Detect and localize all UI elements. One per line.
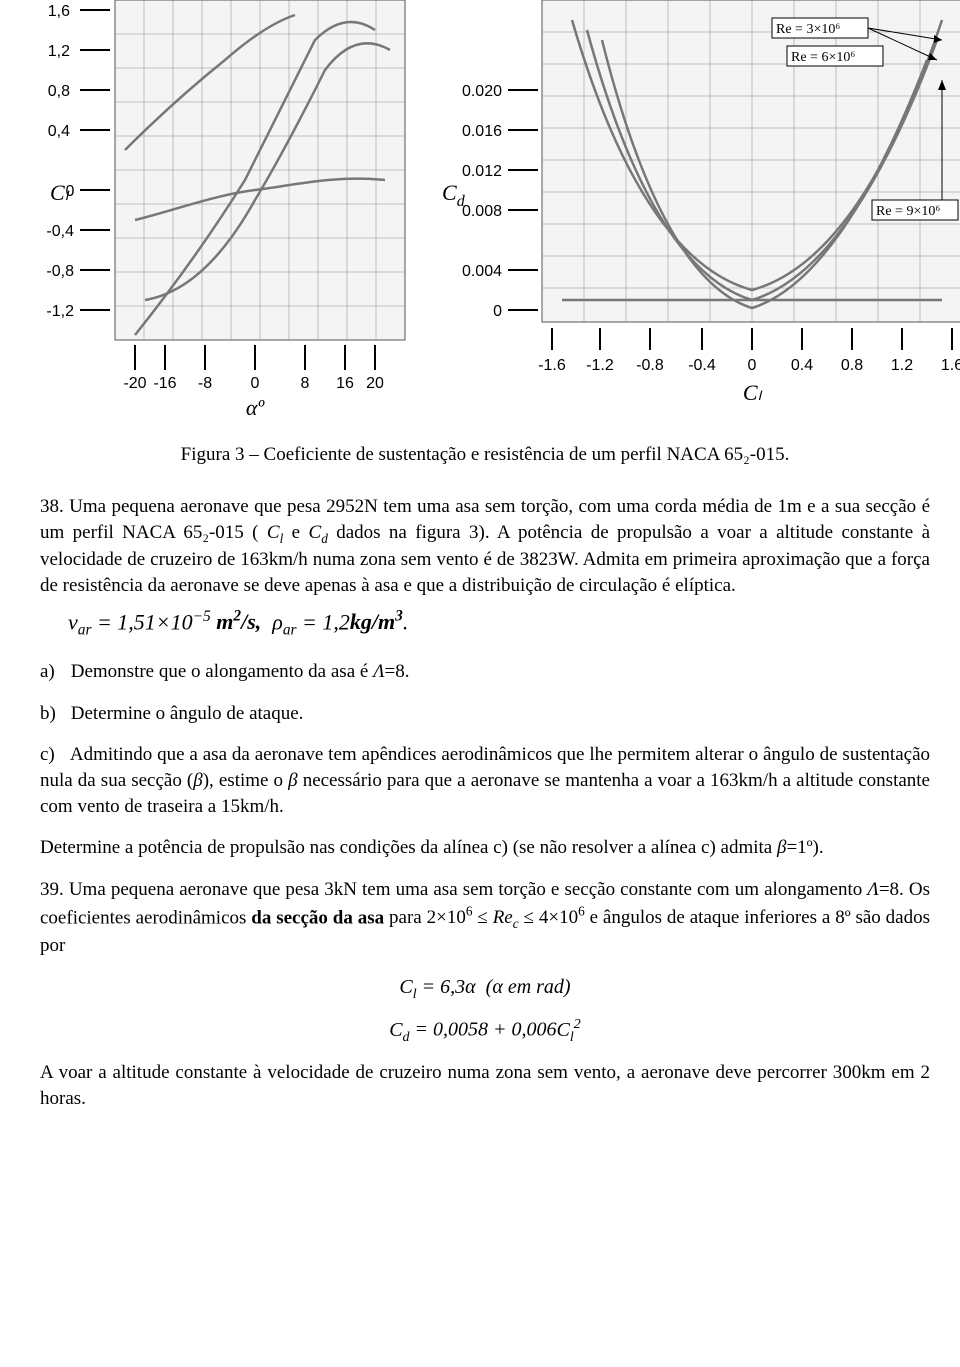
svg-text:8: 8 [301, 375, 310, 392]
left-x-axis: -20 -16 -8 0 8 16 20 αº [123, 345, 384, 420]
svg-text:0.012: 0.012 [462, 163, 502, 180]
svg-text:0.8: 0.8 [841, 357, 863, 374]
svg-text:Re = 3×10⁶: Re = 3×10⁶ [776, 22, 840, 37]
cl-symbol: Cl [267, 522, 283, 543]
left-chart: 1,6 1,2 0,8 0,4 0 -0,4 -0,8 -1,2 Cₗ [40, 0, 420, 426]
svg-text:0.4: 0.4 [791, 357, 813, 374]
svg-text:1.2: 1.2 [891, 357, 913, 374]
item-b-text: Determine o ângulo de ataque. [71, 703, 304, 724]
svg-text:Cd: Cd [442, 180, 466, 210]
svg-text:20: 20 [366, 375, 384, 392]
svg-text:-1.6: -1.6 [538, 357, 566, 374]
item-a: a) Demonstre que o alongamento da asa é … [40, 659, 930, 685]
problem-38: 38. Uma pequena aeronave que pesa 2952N … [40, 494, 930, 641]
svg-text:0.016: 0.016 [462, 123, 502, 140]
re-annotation-2: Re = 6×10⁶ [787, 46, 883, 66]
air-properties-formula: νar = 1,51×10−5 m2/s, ρar = 1,2kg/m3. [68, 607, 930, 642]
item-a-text: Demonstre que o alongamento da asa é Λ=8… [71, 661, 410, 682]
svg-text:-1,2: -1,2 [46, 303, 74, 320]
cd-symbol: Cd [309, 522, 328, 543]
problem-39-text-3: A voar a altitude constante à velocidade… [40, 1062, 930, 1109]
right-x-axis: -1.6 -1.2 -0.8 -0.4 0 0.4 0.8 1.2 1.6 Cₗ [538, 328, 960, 405]
item-c: c) Admitindo que a asa da aeronave tem a… [40, 742, 930, 819]
left-y-axis: 1,6 1,2 0,8 0,4 0 -0,4 -0,8 -1,2 Cₗ [46, 3, 110, 320]
item-a-label: a) [40, 659, 66, 685]
item-b: b) Determine o ângulo de ataque. [40, 701, 930, 727]
right-y-axis: 0.020 0.016 0.012 0.008 0.004 0 Cd [442, 83, 538, 320]
svg-text:1.6: 1.6 [941, 357, 960, 374]
figure-caption: Figura 3 – Coeficiente de sustentação e … [40, 444, 930, 466]
item-c-followup-text: Determine a potência de propulsão nas co… [40, 837, 824, 858]
svg-text:0.008: 0.008 [462, 203, 502, 220]
svg-text:1,2: 1,2 [48, 43, 70, 60]
item-c-text: Admitindo que a asa da aeronave tem apên… [40, 744, 930, 816]
svg-text:0,4: 0,4 [48, 123, 70, 140]
svg-text:-1.2: -1.2 [586, 357, 614, 374]
problem-39-tail: A voar a altitude constante à velocidade… [40, 1060, 930, 1111]
item-c-followup: Determine a potência de propulsão nas co… [40, 835, 930, 861]
problem-39: 39. Uma pequena aeronave que pesa 3kN te… [40, 877, 930, 958]
svg-text:16: 16 [336, 375, 354, 392]
svg-text:Cₗ: Cₗ [50, 180, 70, 205]
svg-text:0: 0 [251, 375, 260, 392]
svg-text:Cₗ: Cₗ [743, 380, 763, 405]
svg-text:-0,8: -0,8 [46, 263, 74, 280]
equation-cl: Cl = 6,3α (α em rad) [40, 976, 930, 1003]
right-chart: 0.020 0.016 0.012 0.008 0.004 0 Cd [440, 0, 960, 426]
svg-text:0.004: 0.004 [462, 263, 502, 280]
item-b-label: b) [40, 701, 66, 727]
item-c-label: c) [40, 742, 66, 768]
svg-text:0,8: 0,8 [48, 83, 70, 100]
svg-text:-0.8: -0.8 [636, 357, 664, 374]
svg-text:αº: αº [246, 395, 266, 420]
problem-39-bold: da secção da asa [251, 907, 384, 928]
svg-text:Re = 9×10⁶: Re = 9×10⁶ [876, 204, 940, 219]
equation-cd: Cd = 0,0058 + 0,006Cl2 [40, 1017, 930, 1046]
svg-text:-0,4: -0,4 [46, 223, 74, 240]
problem-38-mid: e [283, 522, 308, 543]
svg-text:0: 0 [493, 303, 502, 320]
problem-39-number: 39. [40, 879, 64, 900]
svg-text:-20: -20 [123, 375, 146, 392]
svg-text:-0.4: -0.4 [688, 357, 716, 374]
svg-text:Re = 6×10⁶: Re = 6×10⁶ [791, 50, 855, 65]
svg-text:0: 0 [748, 357, 757, 374]
svg-text:-8: -8 [198, 375, 212, 392]
svg-text:0.020: 0.020 [462, 83, 502, 100]
svg-text:1,6: 1,6 [48, 3, 70, 20]
svg-text:-16: -16 [153, 375, 176, 392]
problem-38-number: 38. [40, 496, 64, 517]
